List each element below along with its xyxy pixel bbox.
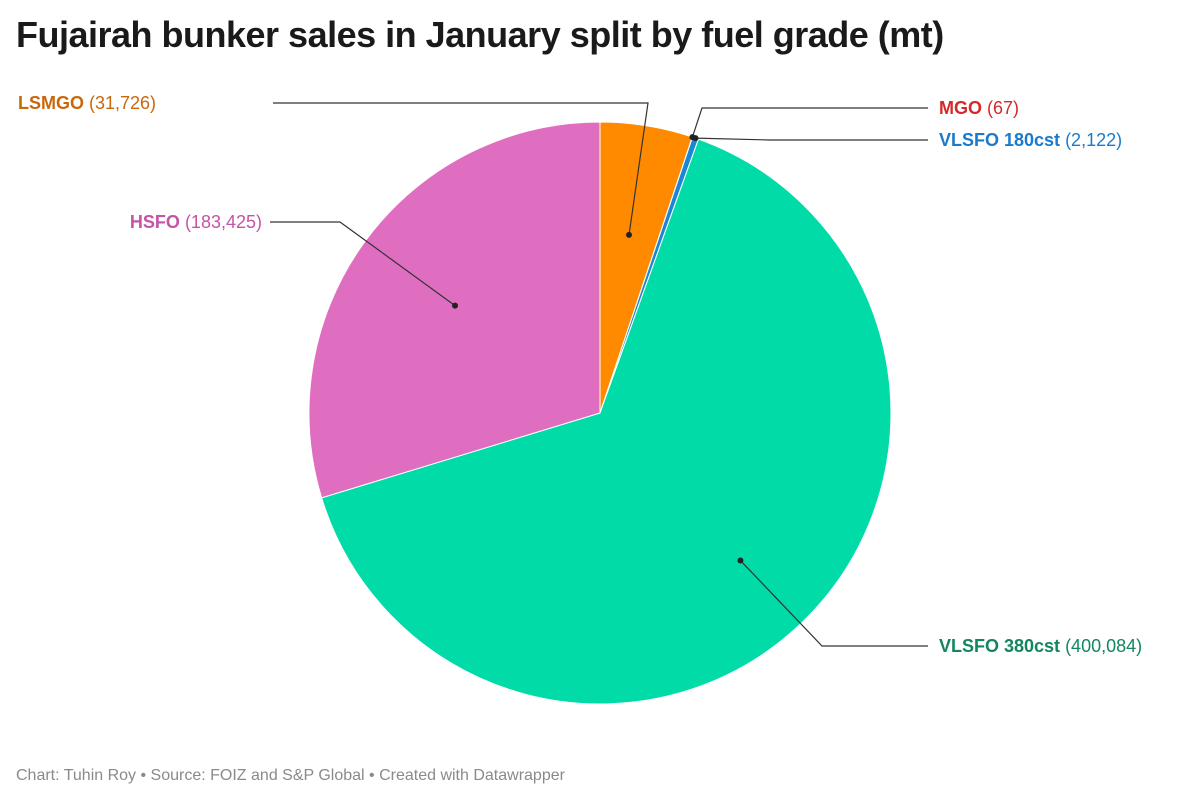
pie-slice-hsfo: [308, 121, 601, 499]
slice-label-value: (31,726): [84, 93, 156, 113]
slice-label-name: MGO: [939, 98, 982, 118]
slice-label-name: VLSFO 180cst: [939, 130, 1060, 150]
leader-dot-vlsfo-380cst: [737, 557, 744, 564]
slice-label-name: VLSFO 380cst: [939, 636, 1060, 656]
leader-dot-vlsfo-180cst: [692, 135, 699, 142]
leader-dot-lsmgo: [625, 231, 632, 238]
slice-label-vlsfo-380cst: VLSFO 380cst (400,084): [939, 636, 1142, 656]
slice-label-name: LSMGO: [18, 93, 84, 113]
slice-label-value: (2,122): [1060, 130, 1122, 150]
slice-label-hsfo: HSFO (183,425): [130, 212, 262, 232]
leader-lines: [270, 102, 928, 647]
slice-labels: LSMGO (31,726) MGO (67) VLSFO 180cst (2,12…: [18, 93, 1142, 656]
slice-label-lsmgo: LSMGO (31,726): [18, 93, 156, 113]
leader-line-vlsfo-380cst: [740, 560, 928, 647]
leader-line-mgo: [691, 107, 928, 138]
chart-title: Fujairah bunker sales in January split b…: [16, 14, 944, 55]
slice-label-value: (183,425): [180, 212, 262, 232]
leader-line-lsmgo: [273, 102, 649, 236]
slice-label-vlsfo-180cst: VLSFO 180cst (2,122): [939, 130, 1122, 150]
leader-dot-hsfo: [452, 302, 459, 309]
slice-label-value: (67): [982, 98, 1019, 118]
pie-slices: [308, 121, 892, 705]
slice-label-name: HSFO: [130, 212, 180, 232]
leader-line-vlsfo-180cst: [695, 137, 928, 141]
chart-footer: Chart: Tuhin Roy • Source: FOIZ and S&P …: [16, 767, 565, 784]
slice-label-mgo: MGO (67): [939, 98, 1019, 118]
slice-label-value: (400,084): [1060, 636, 1142, 656]
leader-line-hsfo: [270, 221, 456, 307]
